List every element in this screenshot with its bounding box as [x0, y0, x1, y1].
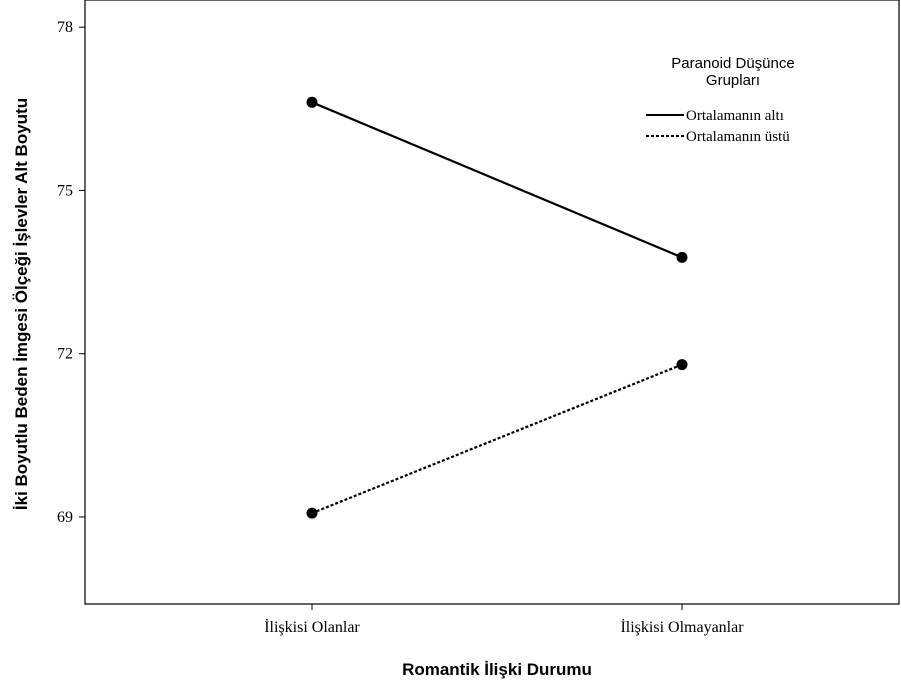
x-axis-title: Romantik İlişki Durumu — [402, 660, 592, 679]
legend-title-line2: Grupları — [706, 72, 760, 89]
y-tick-label: 75 — [57, 182, 73, 199]
series-0-point-1 — [676, 251, 688, 263]
x-axis-ticks: İlişkisi Olanlar İlişkisi Olmayanlar — [264, 604, 744, 636]
legend-label-below-average: Ortalamanın altı — [686, 108, 784, 124]
y-axis-ticks: 69 72 75 78 — [57, 19, 85, 526]
series-line-1 — [311, 363, 683, 515]
plot-frame — [84, 0, 900, 605]
x-tick-label: İlişkisi Olmayanlar — [620, 618, 744, 636]
series-group — [306, 96, 688, 519]
y-axis-title: İki Boyutlu Beden İmgesi Ölçeği İşlevler… — [12, 98, 31, 510]
legend-title-line1: Paranoid Düşünce — [671, 55, 794, 72]
y-tick-label: 72 — [57, 346, 73, 363]
series-1-point-1 — [676, 359, 688, 371]
legend-label-above-average: Ortalamanın üstü — [686, 129, 790, 145]
x-tick-label: İlişkisi Olanlar — [264, 618, 360, 636]
series-1-point-0 — [306, 507, 318, 519]
y-tick-label: 69 — [57, 509, 73, 526]
legend: Paranoid Düşünce Grupları Ortalamanın al… — [646, 55, 795, 145]
y-tick-label: 78 — [57, 19, 73, 36]
series-line-0 — [311, 101, 683, 259]
series-0-point-0 — [306, 96, 318, 108]
